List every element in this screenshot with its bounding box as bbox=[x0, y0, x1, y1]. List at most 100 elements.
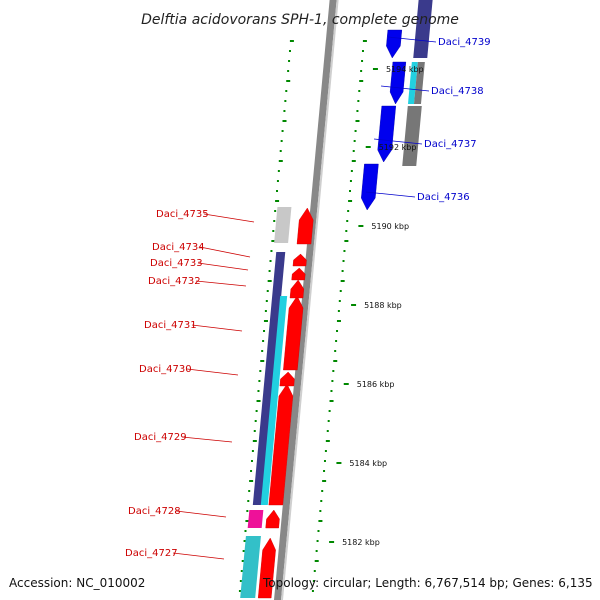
tick-mark bbox=[318, 520, 323, 522]
ruler-label: 5184 kbp bbox=[349, 459, 387, 468]
tick-mark bbox=[321, 490, 324, 492]
tick-mark bbox=[245, 520, 250, 522]
tick-mark bbox=[265, 300, 268, 302]
leader-line bbox=[203, 213, 255, 223]
tick-mark bbox=[326, 430, 329, 432]
tick-mark bbox=[277, 170, 280, 172]
ruler-label: 5194 kbp bbox=[386, 65, 424, 74]
cog-bar bbox=[247, 510, 264, 528]
tick-mark bbox=[276, 180, 279, 182]
tick-mark bbox=[335, 340, 338, 342]
tick-mark bbox=[311, 590, 314, 592]
tick-mark bbox=[323, 470, 326, 472]
ruler-label: 5188 kbp bbox=[364, 301, 402, 310]
forward-gene-arrow[interactable] bbox=[257, 537, 276, 599]
tick-mark bbox=[270, 250, 273, 252]
gene-label[interactable]: Daci_4730 bbox=[139, 364, 192, 375]
gene-label[interactable]: Daci_4737 bbox=[424, 139, 477, 150]
leader-line bbox=[191, 324, 243, 332]
ruler-label: 5182 kbp bbox=[342, 538, 380, 547]
tick-mark bbox=[248, 490, 251, 492]
gene-label[interactable]: Daci_4735 bbox=[156, 209, 209, 220]
gene-label[interactable]: Daci_4729 bbox=[134, 432, 187, 443]
leader-line bbox=[380, 85, 430, 92]
reverse-gene-arrow[interactable] bbox=[377, 105, 397, 163]
gene-label[interactable]: Daci_4728 bbox=[128, 506, 181, 517]
tick-mark bbox=[349, 180, 352, 182]
gene-label[interactable]: Daci_4733 bbox=[150, 258, 203, 269]
cog-bar bbox=[407, 62, 418, 104]
tick-mark bbox=[359, 80, 364, 82]
ruler-tick bbox=[365, 146, 371, 148]
backbone-line bbox=[274, 0, 337, 600]
gene-label[interactable]: Daci_4739 bbox=[438, 37, 491, 48]
tick-mark bbox=[351, 160, 356, 162]
gene-label[interactable]: Daci_4732 bbox=[148, 276, 201, 287]
tick-mark bbox=[328, 410, 331, 412]
cog-bar bbox=[240, 536, 261, 598]
tick-mark bbox=[258, 380, 261, 382]
gene-label[interactable]: Daci_4734 bbox=[152, 242, 205, 253]
cog-bar bbox=[274, 207, 292, 243]
tick-mark bbox=[263, 330, 266, 332]
tick-mark bbox=[323, 460, 326, 462]
tick-mark bbox=[280, 140, 283, 142]
cog-bar bbox=[413, 62, 425, 104]
gene-label[interactable]: Daci_4736 bbox=[417, 192, 470, 203]
forward-gene-arrow[interactable] bbox=[296, 207, 314, 245]
tick-mark bbox=[320, 500, 323, 502]
forward-gene-arrow[interactable] bbox=[292, 253, 307, 267]
gene-label[interactable]: Daci_4731 bbox=[144, 320, 197, 331]
tick-mark bbox=[345, 230, 348, 232]
tick-mark bbox=[284, 100, 287, 102]
tick-mark bbox=[278, 160, 283, 162]
backbone-highlight bbox=[281, 0, 339, 600]
reverse-gene-arrow[interactable] bbox=[386, 29, 403, 59]
ruler-label: 5192 kbp bbox=[379, 143, 417, 152]
tick-mark bbox=[250, 470, 253, 472]
tick-mark bbox=[273, 220, 276, 222]
tick-mark bbox=[337, 310, 340, 312]
tick-mark bbox=[348, 200, 353, 202]
leader-line bbox=[365, 191, 416, 198]
map-title: Delftia acidovorans SPH-1, complete geno… bbox=[141, 12, 459, 28]
tick-mark bbox=[239, 580, 242, 582]
ruler-tick bbox=[358, 225, 364, 227]
gene-labels: Daci_4727 Daci_4728 Daci_4729 Daci_4730 Daci… bbox=[125, 36, 491, 560]
gene-label[interactable]: Daci_4727 bbox=[125, 548, 178, 559]
tick-mark bbox=[287, 70, 290, 72]
tick-mark bbox=[288, 60, 291, 62]
cog-bar bbox=[402, 106, 422, 166]
ruler-label: 5190 kbp bbox=[371, 222, 409, 231]
gene-arrows bbox=[257, 29, 407, 599]
cog-bar bbox=[413, 0, 433, 58]
tick-mark bbox=[344, 240, 349, 242]
gene-label[interactable]: Daci_4738 bbox=[431, 86, 484, 97]
tick-mark bbox=[355, 120, 360, 122]
tick-mark bbox=[333, 360, 338, 362]
forward-gene-arrow[interactable] bbox=[291, 267, 306, 281]
tick-mark bbox=[264, 310, 267, 312]
forward-gene-arrow[interactable] bbox=[265, 509, 280, 529]
tick-mark bbox=[332, 370, 335, 372]
tick-mark bbox=[263, 320, 268, 322]
tick-mark bbox=[336, 330, 339, 332]
reverse-gene-arrow[interactable] bbox=[361, 163, 379, 211]
tick-mark bbox=[240, 570, 243, 572]
forward-gene-arrow[interactable] bbox=[289, 279, 305, 299]
tick-mark bbox=[260, 360, 265, 362]
tick-mark bbox=[289, 40, 294, 42]
forward-gene-arrow[interactable] bbox=[279, 371, 295, 387]
ruler-tick bbox=[329, 541, 335, 543]
tick-mark bbox=[349, 190, 352, 192]
tick-mark bbox=[252, 440, 257, 442]
tick-mark bbox=[327, 420, 330, 422]
tick-mark bbox=[347, 210, 350, 212]
leader-line bbox=[197, 262, 249, 271]
tick-mark bbox=[354, 130, 357, 132]
ruler-tick bbox=[372, 68, 378, 70]
tick-mark bbox=[267, 280, 272, 282]
tick-mark bbox=[269, 260, 272, 262]
cog-bars bbox=[240, 0, 433, 598]
tick-mark bbox=[282, 120, 287, 122]
